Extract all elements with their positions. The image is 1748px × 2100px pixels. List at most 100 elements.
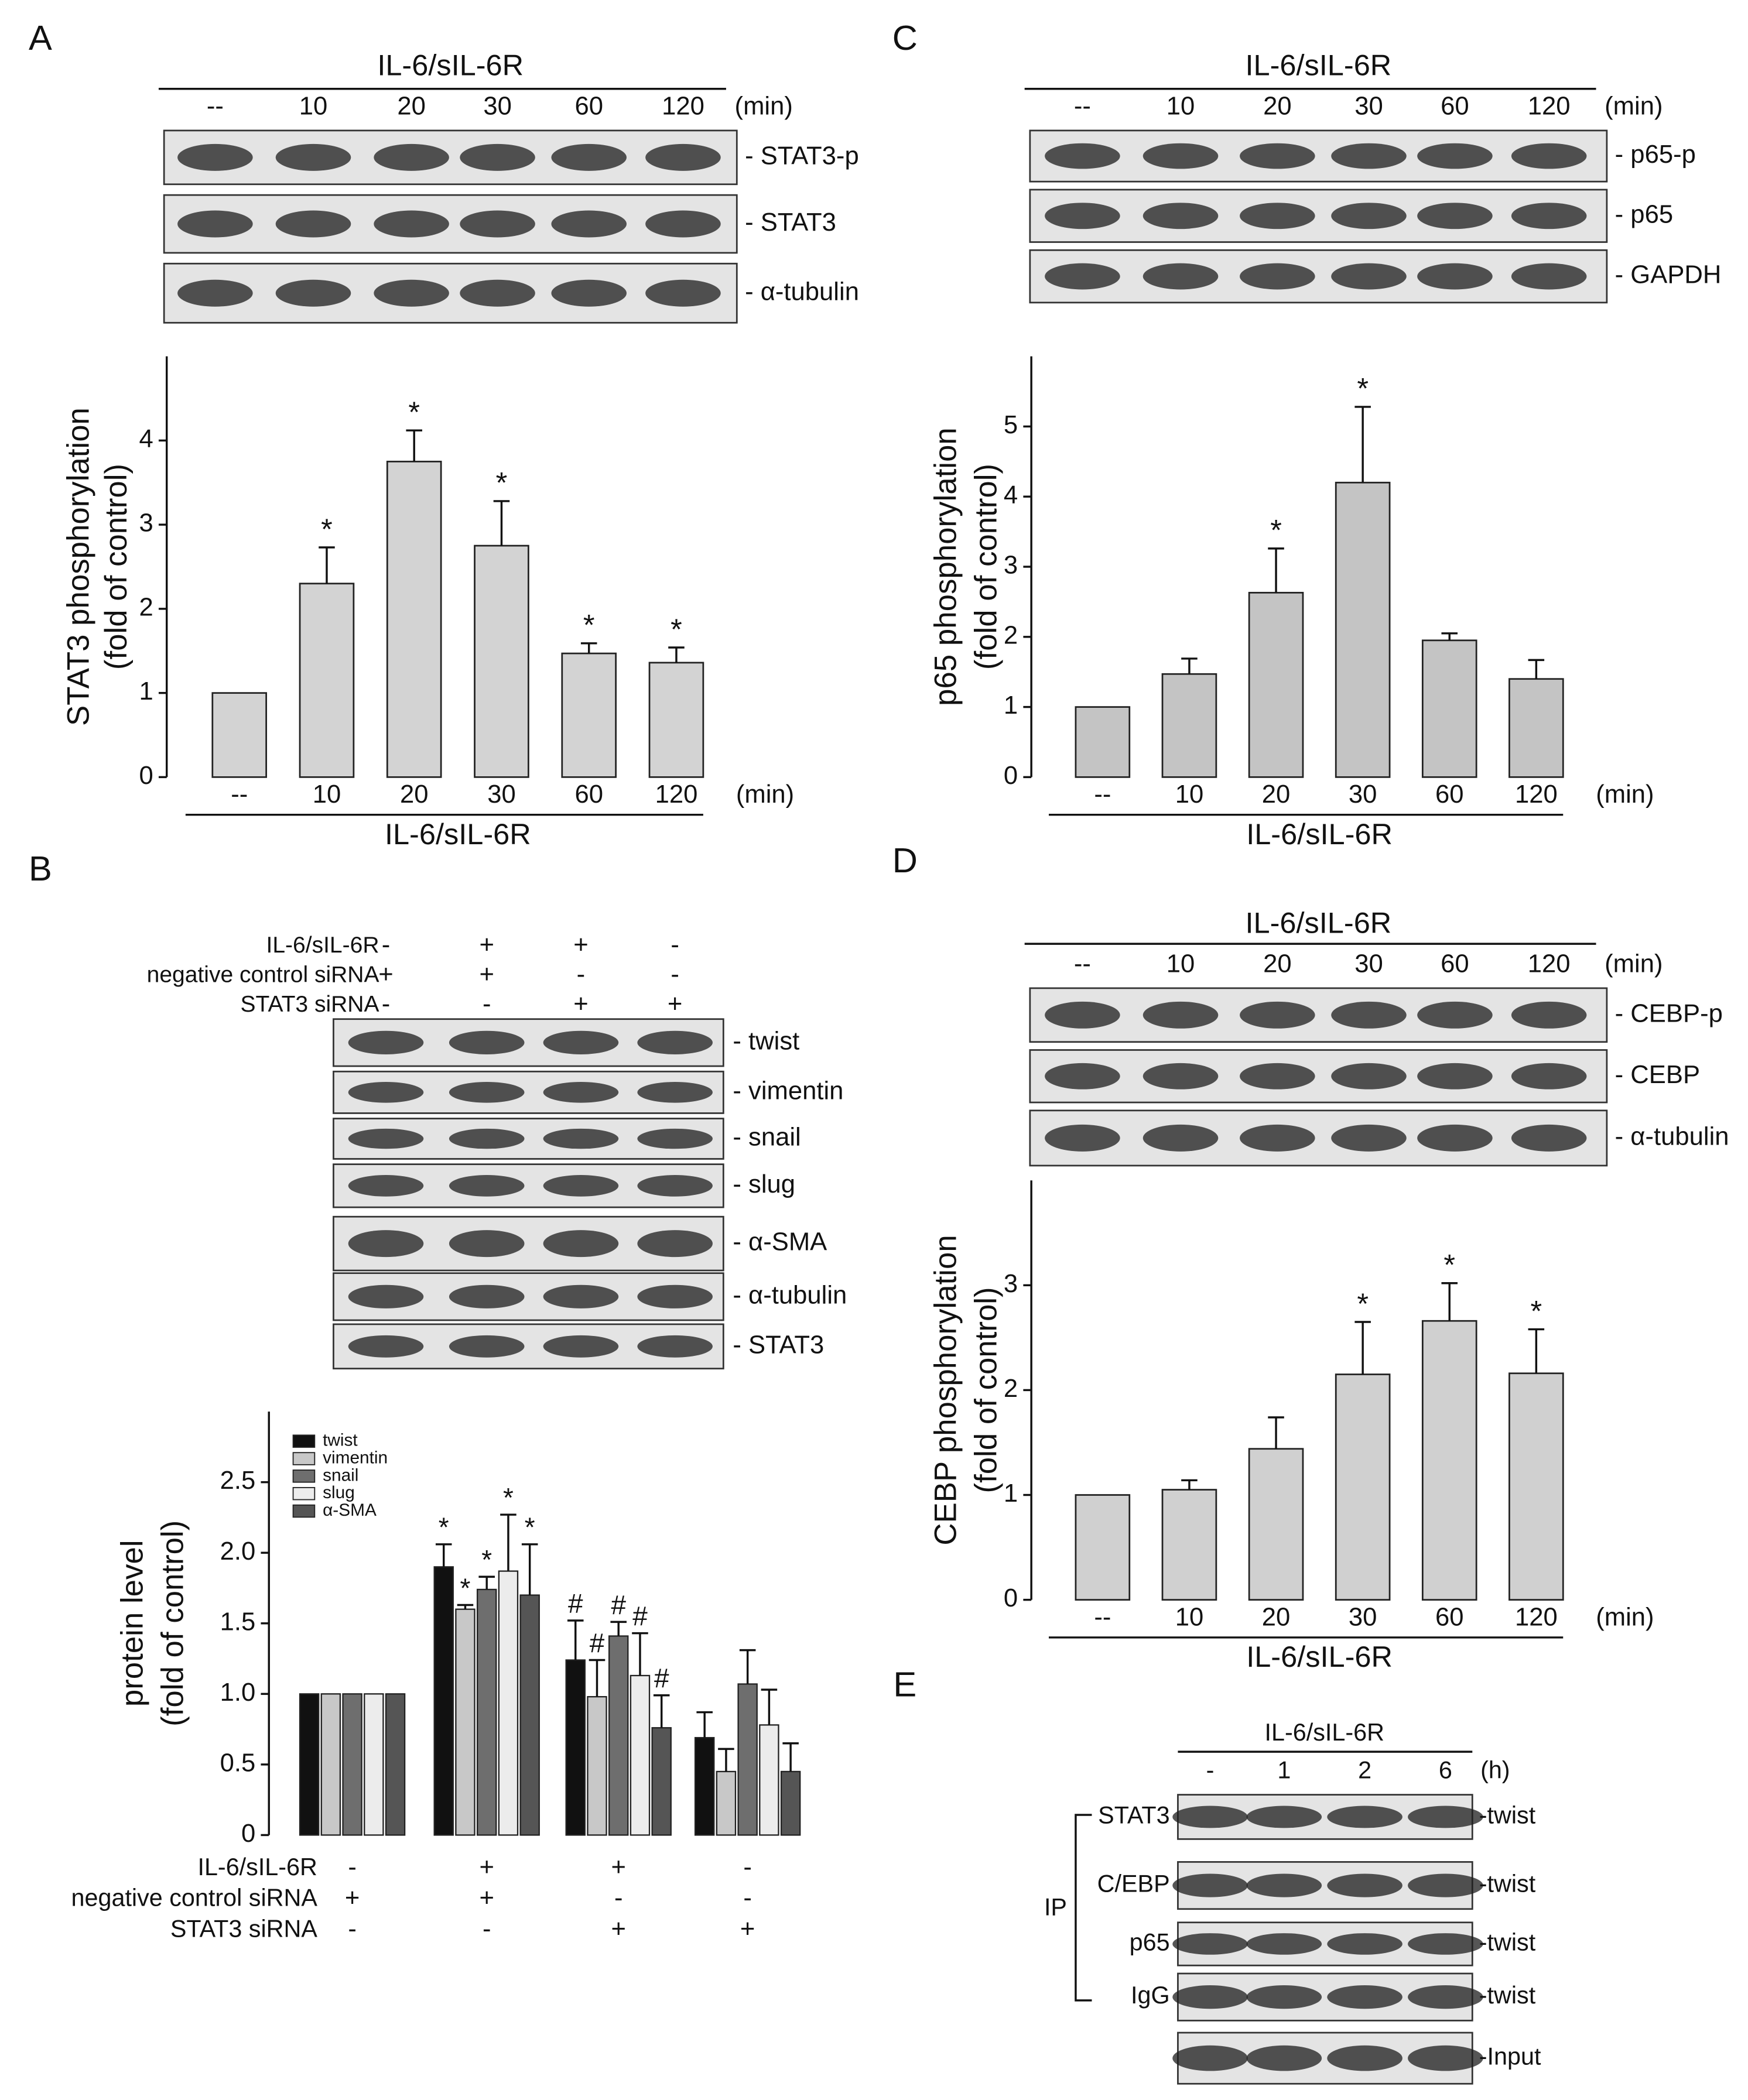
condition-mark: - [577, 961, 586, 989]
y-tick-label: 2 [1004, 621, 1018, 649]
bar [320, 1693, 341, 1836]
lane-label: 2 [1358, 1756, 1371, 1783]
blot-band [1417, 143, 1493, 169]
blot-band [449, 1082, 525, 1103]
y-tick-label: 2 [1004, 1375, 1018, 1403]
significance-mark: * [460, 1573, 471, 1603]
x-tick-label: 30 [1349, 780, 1377, 809]
y-tick-label: 0 [1004, 762, 1018, 790]
x-unit: (min) [736, 780, 794, 809]
blot-band [374, 279, 449, 307]
blot-band [1142, 1001, 1219, 1029]
condition-label: negative control siRNA [71, 1885, 318, 1911]
blot-band [1172, 1806, 1248, 1828]
blot-band [449, 1030, 525, 1054]
legend-swatch [292, 1434, 316, 1448]
blot-row-label: - α-tubulin [1615, 1122, 1729, 1150]
blot-strip [163, 129, 738, 186]
blot-band [637, 1030, 713, 1054]
condition-mark: - [483, 1915, 491, 1943]
blot-band [1246, 1933, 1322, 1955]
blot-band [645, 210, 721, 238]
panel-letter: D [892, 841, 918, 880]
significance-mark: * [408, 395, 420, 429]
blot-band [1511, 1124, 1587, 1152]
significance-mark: # [654, 1663, 669, 1694]
blot-band [1240, 1063, 1315, 1090]
blot-band [1045, 143, 1120, 169]
blot-band [637, 1082, 713, 1103]
blot-band [543, 1284, 619, 1308]
blot-band [1327, 2045, 1402, 2071]
x-axis-label: IL-6/sIL-6R [385, 817, 531, 851]
blot-row-label: - twist [733, 1027, 799, 1055]
blot-row-label: - α-tubulin [733, 1281, 847, 1309]
lane-label: 10 [1167, 950, 1195, 978]
legend-label: slug [323, 1483, 355, 1502]
bar [386, 460, 442, 778]
x-tick-label: -- [1094, 1603, 1111, 1631]
condition-mark: - [671, 961, 679, 989]
condition-mark: - [483, 990, 491, 1018]
blot-strip [1029, 1049, 1608, 1104]
blot-band [1408, 1873, 1483, 1897]
lane-label: 30 [1354, 92, 1383, 120]
condition-mark: + [479, 1853, 494, 1881]
blot-band [1511, 203, 1587, 229]
significance-mark: * [496, 466, 508, 499]
bar [1508, 1372, 1564, 1601]
blot-band [1408, 2045, 1483, 2071]
x-tick-label: 10 [1175, 1603, 1204, 1631]
blot-band [551, 279, 627, 307]
y-axis-label: (fold of control) [969, 1287, 1004, 1493]
x-tick-label: 60 [574, 780, 603, 809]
condition-mark: + [345, 1884, 360, 1912]
lane-label: 120 [1528, 950, 1571, 978]
lane-label: - [1206, 1756, 1215, 1783]
legend-label: twist [323, 1431, 358, 1450]
blot-band [1331, 1124, 1407, 1152]
blot-band [1240, 143, 1315, 169]
bar [630, 1674, 651, 1836]
blot-header: IL-6/sIL-6R [1265, 1719, 1384, 1746]
blot-header: IL-6/sIL-6R [1245, 48, 1391, 81]
blot-band [449, 1128, 525, 1149]
y-tick-label: 1 [1004, 1479, 1018, 1508]
lane-label: 20 [1263, 92, 1292, 120]
y-tick-label: 0 [241, 1820, 255, 1848]
blot-band [348, 1335, 424, 1358]
blot-band [1511, 143, 1587, 169]
y-tick-label: 3 [139, 509, 153, 537]
y-tick-label: 1.0 [220, 1678, 256, 1707]
condition-mark: + [573, 931, 588, 959]
x-tick-label: -- [1094, 780, 1111, 809]
panel-letter: E [893, 1665, 916, 1704]
condition-mark: - [382, 990, 391, 1018]
lane-label: 30 [483, 92, 512, 120]
blot-band [1417, 1001, 1493, 1029]
blot-band [1045, 1124, 1120, 1152]
significance-mark: * [583, 608, 595, 642]
legend-label: α-SMA [323, 1501, 377, 1520]
blot-band [645, 279, 721, 307]
x-tick-label: -- [231, 780, 248, 809]
bar [455, 1608, 476, 1836]
blot-row-label: -twist [1479, 1801, 1536, 1828]
blot-row-label: -twist [1479, 1982, 1536, 2009]
bar [565, 1659, 586, 1836]
y-axis-label: (fold of control) [155, 1520, 190, 1726]
y-tick-label: 4 [1004, 481, 1018, 509]
y-tick-label: 0.5 [220, 1749, 256, 1777]
bar [759, 1724, 779, 1836]
y-tick-label: 5 [1004, 411, 1018, 439]
blot-band [1417, 263, 1493, 290]
blot-band [1045, 203, 1120, 229]
significance-mark: * [1270, 513, 1282, 547]
blot-band [543, 1335, 619, 1358]
ip-label: p65 [1130, 1928, 1170, 1955]
y-axis-label: STAT3 phosphorylation [61, 407, 96, 726]
blot-band [449, 1230, 525, 1258]
significance-mark: * [481, 1544, 492, 1575]
blot-band [1417, 1063, 1493, 1090]
